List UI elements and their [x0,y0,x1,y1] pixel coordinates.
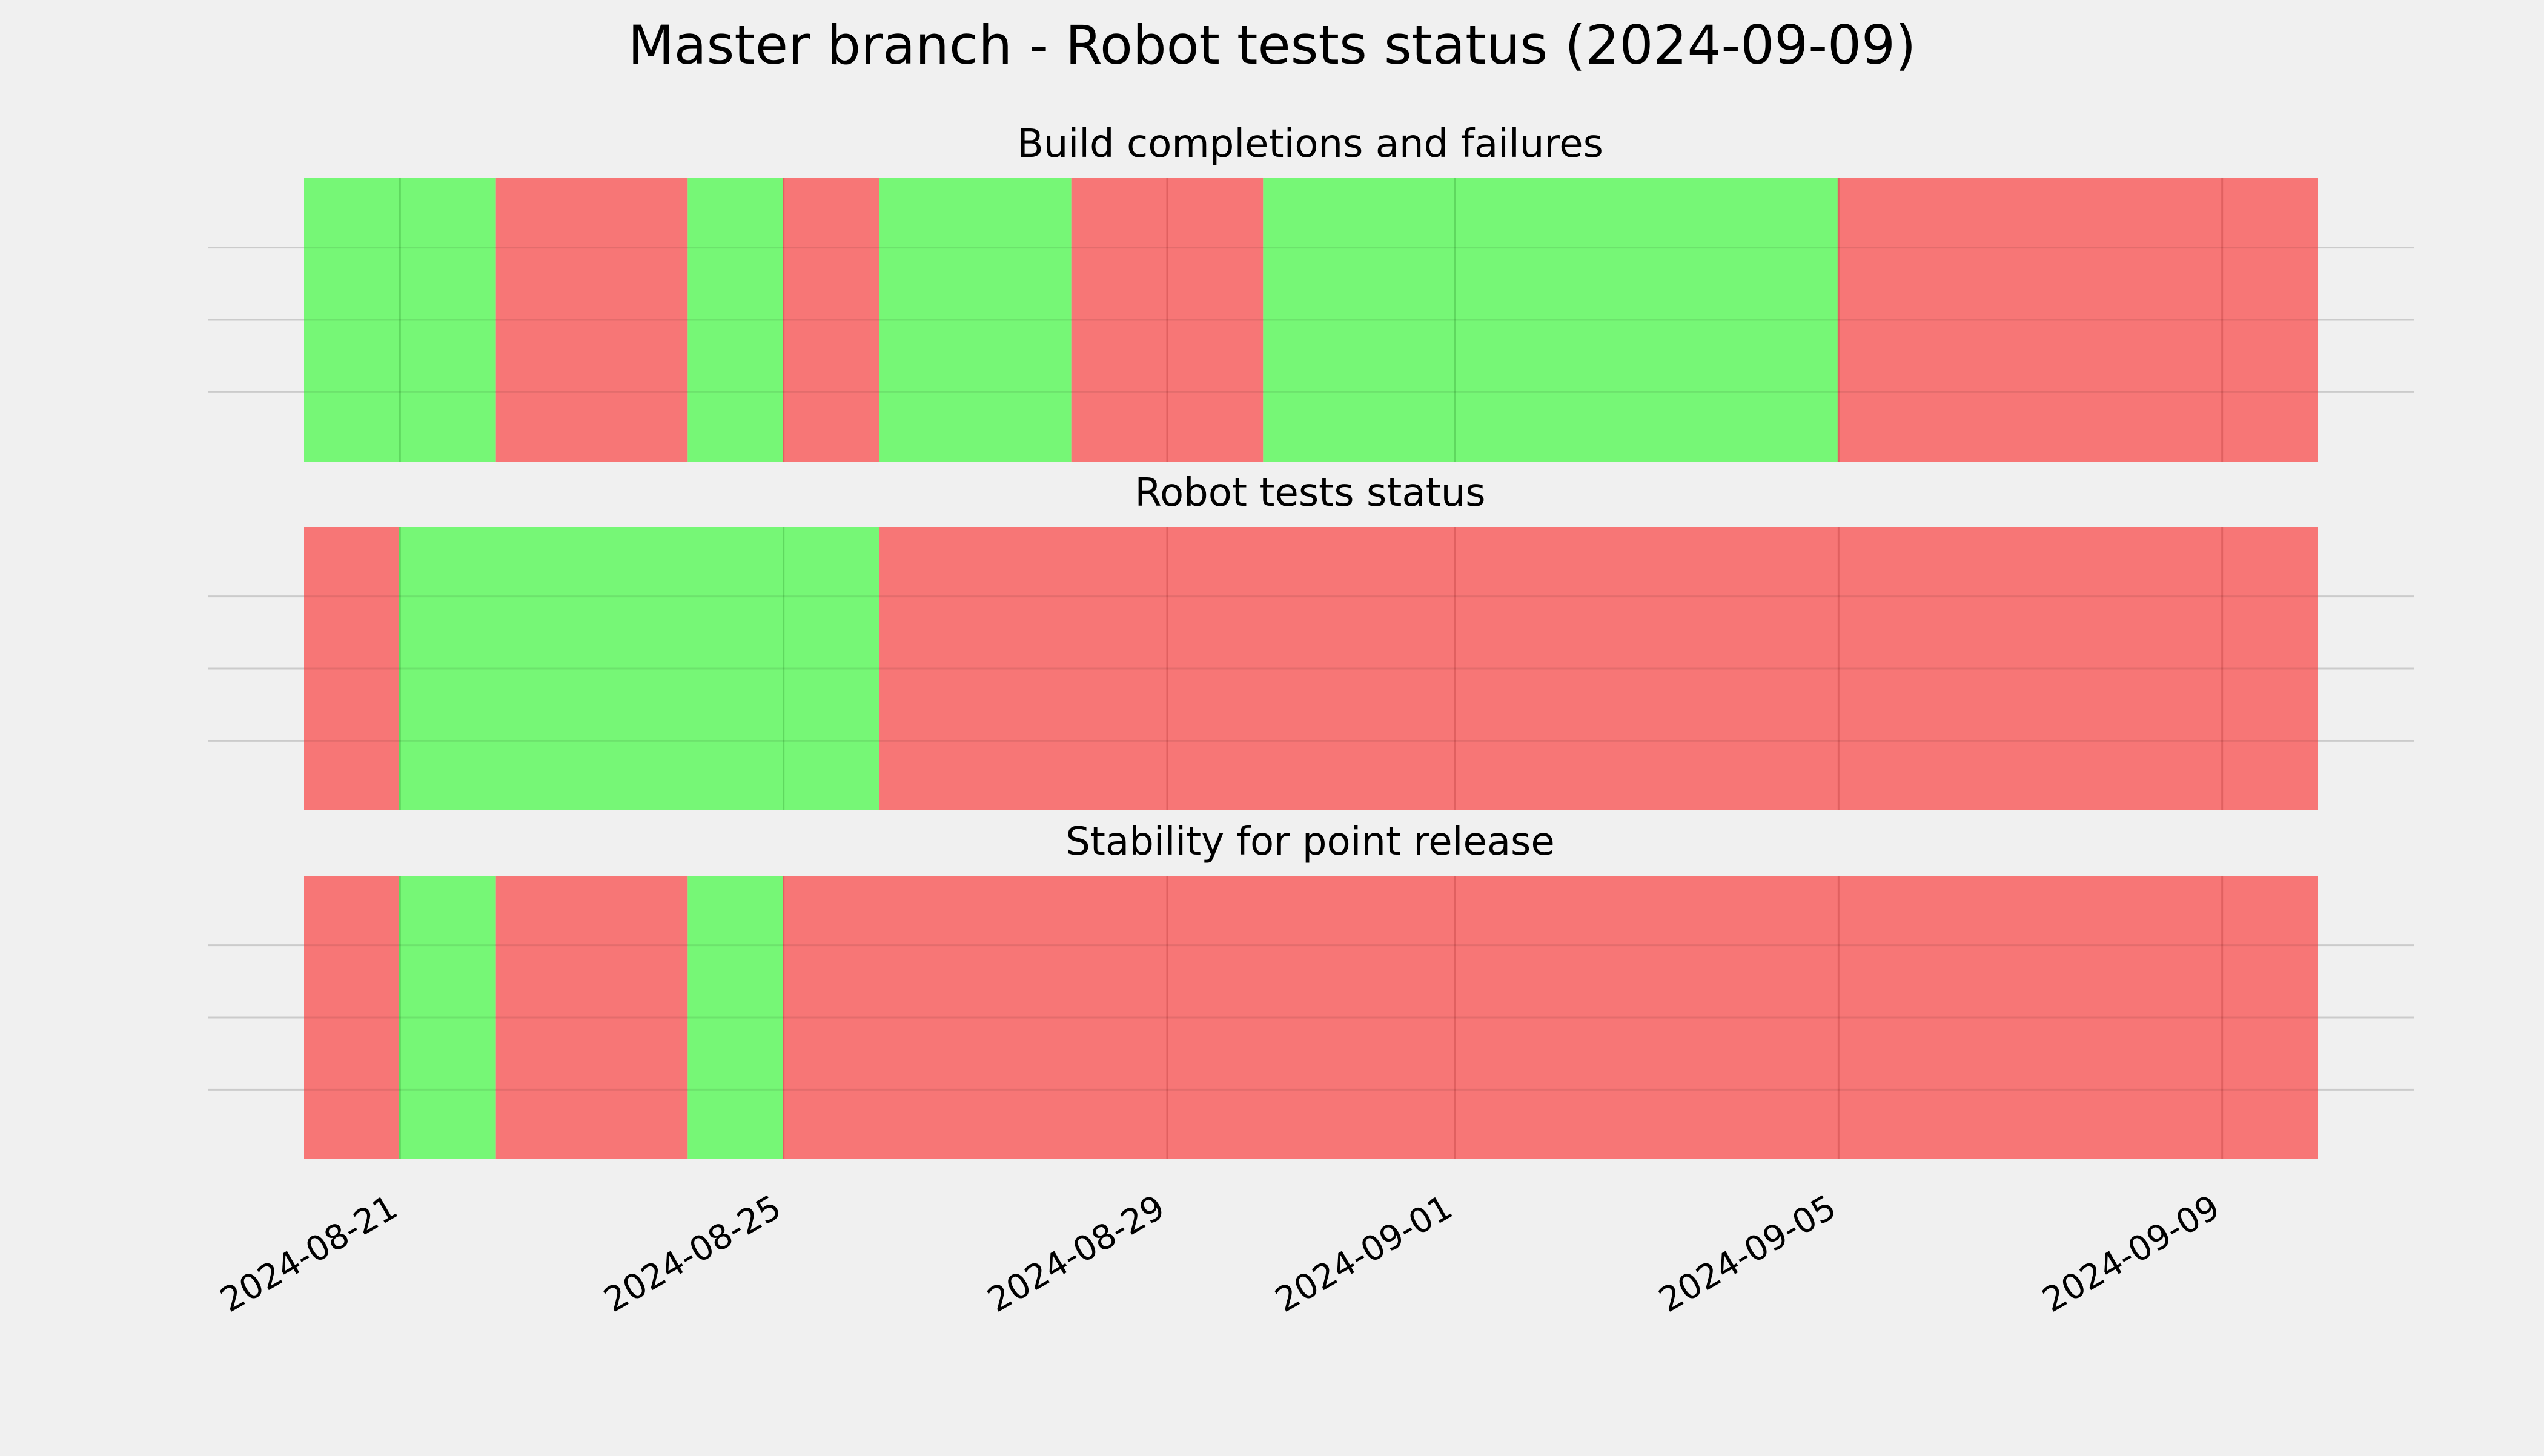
x-tick-label: 2024-08-21 [214,1188,404,1320]
panel-title: Stability for point release [1065,819,1555,864]
panel-title: Robot tests status [1135,471,1485,515]
segment-pass [400,876,496,1159]
segment-fail [495,876,688,1159]
segment-fail [1838,178,2318,462]
segment-fail [304,527,400,810]
x-tick-label: 2024-09-09 [2036,1188,2226,1320]
panel-1: Build completions and failures [208,122,2414,462]
x-tick-label: 2024-09-05 [1652,1188,1843,1320]
panel-3: Stability for point release [208,819,2414,1159]
segment-pass [400,527,879,810]
segment-pass [879,178,1072,462]
panel-2: Robot tests status [208,471,2414,810]
x-axis: 2024-08-21 2024-08-25 2024-08-29 2024-09-01… [214,1188,2227,1320]
segment-fail [783,178,879,462]
segment-pass [1263,178,1839,462]
segment-fail [879,527,2318,810]
segment-pass [687,178,784,462]
chart-title: Master branch - Robot tests status (2024… [628,14,1916,76]
segment-fail [304,876,400,1159]
x-tick-label: 2024-09-01 [1269,1188,1459,1320]
x-tick-label: 2024-08-25 [597,1188,787,1320]
panels: Build completions and failures Robot test… [208,122,2414,1159]
segment-pass [687,876,784,1159]
panel-title: Build completions and failures [1017,122,1603,167]
segment-fail [495,178,688,462]
segment-fail [783,876,2319,1159]
x-tick-label: 2024-08-29 [981,1188,1171,1320]
